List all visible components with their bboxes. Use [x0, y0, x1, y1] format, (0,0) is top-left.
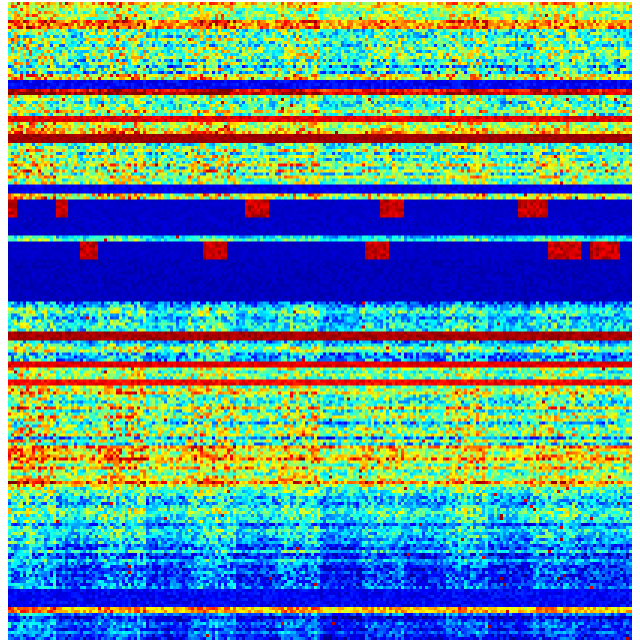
heatmap-canvas [8, 2, 632, 640]
